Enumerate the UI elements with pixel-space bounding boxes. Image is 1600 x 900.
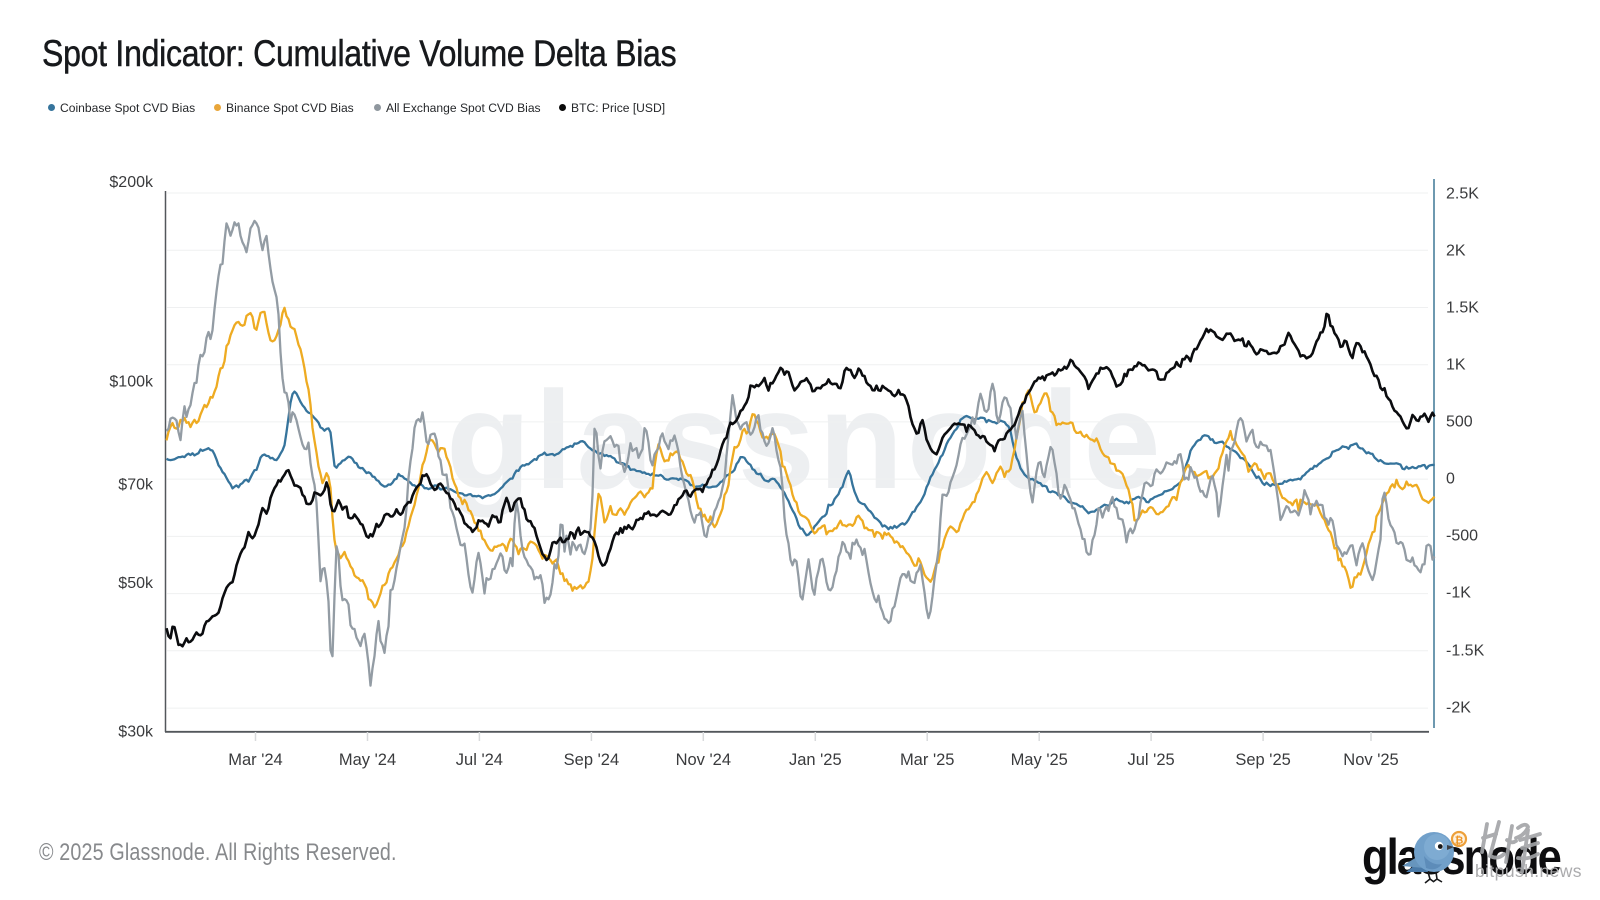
svg-text:Jan '25: Jan '25 <box>789 751 842 769</box>
svg-text:0: 0 <box>1446 471 1455 488</box>
svg-text:-1K: -1K <box>1446 585 1471 602</box>
svg-text:1K: 1K <box>1446 357 1466 374</box>
svg-text:$30k: $30k <box>118 724 154 741</box>
svg-text:May '25: May '25 <box>1011 751 1068 769</box>
svg-text:$100k: $100k <box>109 374 154 391</box>
svg-text:2K: 2K <box>1446 243 1466 260</box>
svg-text:-2K: -2K <box>1446 700 1471 717</box>
svg-text:₿: ₿ <box>1455 835 1464 847</box>
svg-text:2.5K: 2.5K <box>1446 186 1479 203</box>
svg-text:1.5K: 1.5K <box>1446 300 1479 317</box>
svg-text:Nov '25: Nov '25 <box>1343 751 1398 769</box>
svg-text:-500: -500 <box>1446 528 1478 545</box>
svg-text:Mar '24: Mar '24 <box>228 751 283 769</box>
svg-text:Jul '25: Jul '25 <box>1128 751 1175 769</box>
svg-text:Jul '24: Jul '24 <box>456 751 503 769</box>
svg-text:Mar '25: Mar '25 <box>900 751 955 769</box>
svg-text:Sep '24: Sep '24 <box>564 751 619 769</box>
svg-text:$70k: $70k <box>118 477 154 494</box>
svg-text:500: 500 <box>1446 414 1473 431</box>
svg-text:$200k: $200k <box>109 174 154 191</box>
svg-text:-1.5K: -1.5K <box>1446 643 1485 660</box>
svg-text:Nov '24: Nov '24 <box>676 751 731 769</box>
svg-text:May '24: May '24 <box>339 751 396 769</box>
svg-text:$50k: $50k <box>118 575 154 592</box>
svg-text:Sep '25: Sep '25 <box>1235 751 1290 769</box>
